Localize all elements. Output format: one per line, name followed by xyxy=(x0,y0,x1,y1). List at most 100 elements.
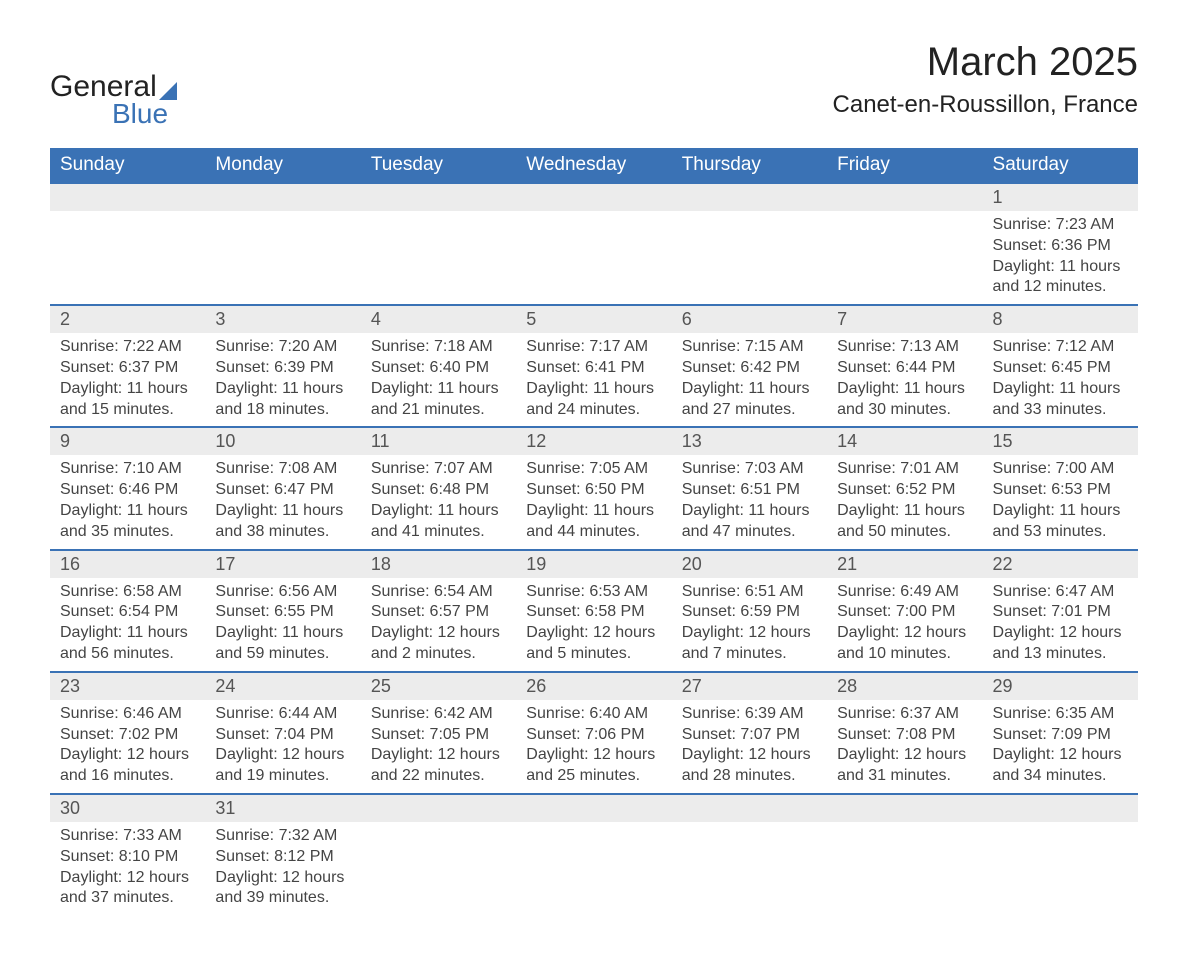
sunset: Sunset: 6:46 PM xyxy=(60,480,195,501)
day-data-cell: Sunrise: 6:47 AMSunset: 7:01 PMDaylight:… xyxy=(983,578,1138,672)
day-data-cell: Sunrise: 6:56 AMSunset: 6:55 PMDaylight:… xyxy=(205,578,360,672)
sunrise: Sunrise: 7:23 AM xyxy=(993,215,1128,236)
daylight-line-1: Daylight: 12 hours xyxy=(837,623,972,644)
sunrise-label: Sunrise: xyxy=(682,338,745,355)
sunset-value: 7:02 PM xyxy=(119,726,179,743)
sunrise-value: 7:13 AM xyxy=(900,338,959,355)
sunrise-value: 6:37 AM xyxy=(900,705,959,722)
sunrise-value: 7:12 AM xyxy=(1056,338,1115,355)
daylight-line-2: and 18 minutes. xyxy=(215,400,350,421)
sunset-value: 6:42 PM xyxy=(740,359,800,376)
day-data-cell: Sunrise: 7:05 AMSunset: 6:50 PMDaylight:… xyxy=(516,455,671,549)
daylight-hours: 11 hours xyxy=(438,502,499,519)
sunset-value: 7:08 PM xyxy=(896,726,956,743)
column-header: Wednesday xyxy=(516,148,671,183)
day-number-cell: 7 xyxy=(827,305,982,333)
day-number-cell: 30 xyxy=(50,794,205,822)
daylight-label: Daylight: xyxy=(837,502,904,519)
day-number-cell: 13 xyxy=(672,427,827,455)
daylight-label: Daylight: xyxy=(371,746,438,763)
empty-day-number-cell xyxy=(672,794,827,822)
sunset-value: 7:05 PM xyxy=(430,726,490,743)
sunrise: Sunrise: 7:20 AM xyxy=(215,337,350,358)
daylight-label: Daylight: xyxy=(215,746,282,763)
sunset: Sunset: 6:54 PM xyxy=(60,602,195,623)
sunset-value: 6:50 PM xyxy=(585,481,645,498)
day-number-cell: 10 xyxy=(205,427,360,455)
sunrise-value: 7:18 AM xyxy=(434,338,493,355)
day-data-cell: Sunrise: 7:01 AMSunset: 6:52 PMDaylight:… xyxy=(827,455,982,549)
sunset: Sunset: 6:53 PM xyxy=(993,480,1128,501)
sunset-value: 6:40 PM xyxy=(430,359,490,376)
day-data-cell: Sunrise: 6:37 AMSunset: 7:08 PMDaylight:… xyxy=(827,700,982,794)
sunrise-label: Sunrise: xyxy=(837,338,900,355)
sunset-label: Sunset: xyxy=(526,603,585,620)
empty-day-data-cell xyxy=(983,822,1138,915)
sunrise: Sunrise: 7:03 AM xyxy=(682,459,817,480)
sunrise-value: 7:03 AM xyxy=(745,460,804,477)
daylight-hours: 11 hours xyxy=(1059,380,1120,397)
day-data-cell: Sunrise: 7:33 AMSunset: 8:10 PMDaylight:… xyxy=(50,822,205,915)
sunrise-label: Sunrise: xyxy=(215,827,278,844)
sunrise-value: 7:07 AM xyxy=(434,460,493,477)
day-number-cell: 3 xyxy=(205,305,360,333)
day-number-cell: 24 xyxy=(205,672,360,700)
sunset-label: Sunset: xyxy=(60,726,119,743)
daylight-label: Daylight: xyxy=(60,502,127,519)
daylight-label: Daylight: xyxy=(60,869,127,886)
sunset: Sunset: 6:48 PM xyxy=(371,480,506,501)
day-number-cell: 29 xyxy=(983,672,1138,700)
empty-day-data-cell xyxy=(827,211,982,305)
sunrise: Sunrise: 7:22 AM xyxy=(60,337,195,358)
daylight-line-2: and 31 minutes. xyxy=(837,766,972,787)
sunrise-label: Sunrise: xyxy=(526,460,589,477)
daylight-hours: 11 hours xyxy=(127,624,188,641)
column-header: Saturday xyxy=(983,148,1138,183)
daylight-hours: 11 hours xyxy=(438,380,499,397)
sunrise-label: Sunrise: xyxy=(993,583,1056,600)
sunset-label: Sunset: xyxy=(60,603,119,620)
day-number-cell: 15 xyxy=(983,427,1138,455)
daylight-label: Daylight: xyxy=(60,380,127,397)
sunrise-label: Sunrise: xyxy=(682,705,745,722)
daylight-hours: 12 hours xyxy=(593,746,655,763)
day-data-row: Sunrise: 7:23 AMSunset: 6:36 PMDaylight:… xyxy=(50,211,1138,305)
daylight-line-2: and 53 minutes. xyxy=(993,522,1128,543)
sunset-label: Sunset: xyxy=(215,848,274,865)
sunrise-label: Sunrise: xyxy=(993,216,1056,233)
day-number-cell: 11 xyxy=(361,427,516,455)
column-header: Friday xyxy=(827,148,982,183)
sunset-label: Sunset: xyxy=(60,359,119,376)
sunrise-label: Sunrise: xyxy=(837,460,900,477)
sunset-label: Sunset: xyxy=(371,726,430,743)
daylight-hours: 11 hours xyxy=(904,502,965,519)
sunrise: Sunrise: 6:39 AM xyxy=(682,704,817,725)
sunrise-label: Sunrise: xyxy=(682,583,745,600)
daylight-line-1: Daylight: 12 hours xyxy=(682,623,817,644)
daylight-hours: 11 hours xyxy=(127,380,188,397)
day-number-cell: 16 xyxy=(50,550,205,578)
daylight-line-2: and 15 minutes. xyxy=(60,400,195,421)
day-number-cell: 1 xyxy=(983,183,1138,211)
sunrise-label: Sunrise: xyxy=(371,338,434,355)
sunset: Sunset: 7:07 PM xyxy=(682,725,817,746)
day-number-cell: 5 xyxy=(516,305,671,333)
daylight-label: Daylight: xyxy=(993,746,1060,763)
sunset: Sunset: 7:02 PM xyxy=(60,725,195,746)
column-header: Tuesday xyxy=(361,148,516,183)
daylight-line-1: Daylight: 11 hours xyxy=(993,379,1128,400)
sunset-label: Sunset: xyxy=(215,726,274,743)
day-number-row: 16171819202122 xyxy=(50,550,1138,578)
daylight-label: Daylight: xyxy=(837,624,904,641)
sunset-label: Sunset: xyxy=(682,726,741,743)
daylight-line-2: and 19 minutes. xyxy=(215,766,350,787)
day-number-cell: 26 xyxy=(516,672,671,700)
sunrise-label: Sunrise: xyxy=(215,583,278,600)
sunset: Sunset: 6:37 PM xyxy=(60,358,195,379)
sunset-label: Sunset: xyxy=(526,726,585,743)
day-data-cell: Sunrise: 6:49 AMSunset: 7:00 PMDaylight:… xyxy=(827,578,982,672)
day-number-row: 2345678 xyxy=(50,305,1138,333)
sunrise-value: 6:47 AM xyxy=(1056,583,1115,600)
daylight-line-2: and 37 minutes. xyxy=(60,888,195,909)
sunset-label: Sunset: xyxy=(215,359,274,376)
